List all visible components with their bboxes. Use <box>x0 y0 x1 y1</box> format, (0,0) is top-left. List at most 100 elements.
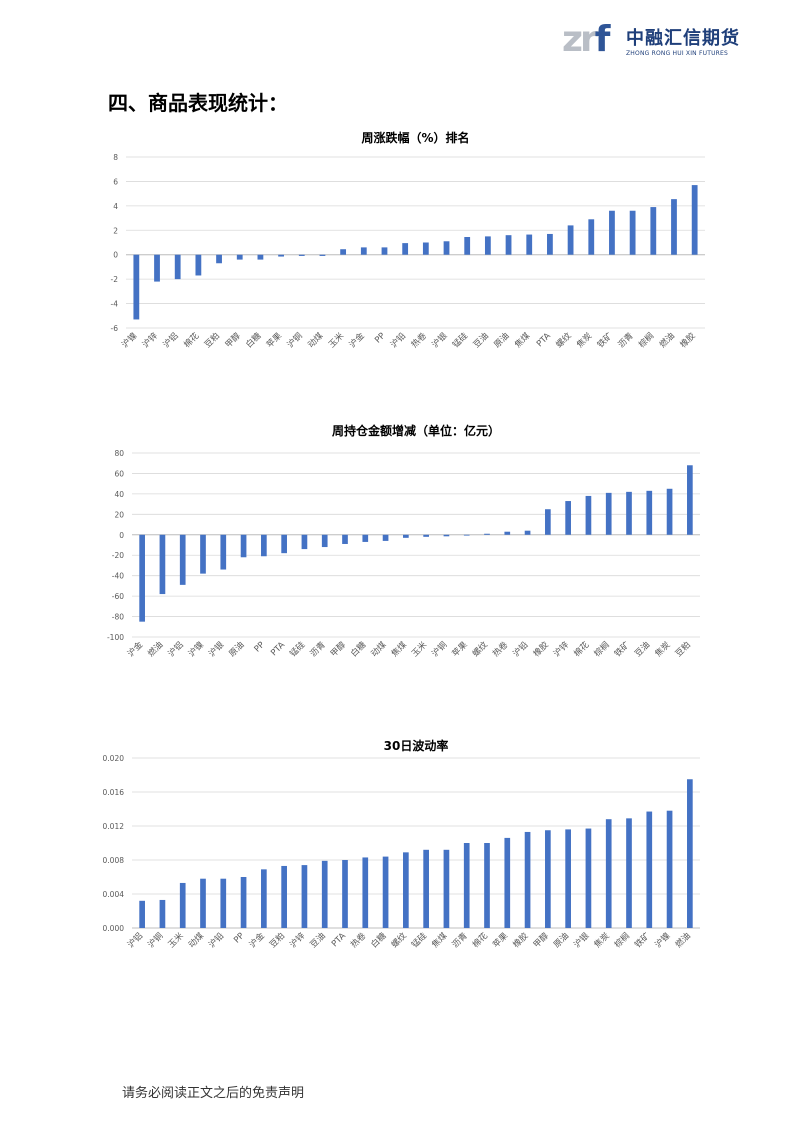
bar <box>504 531 511 535</box>
x-tick-label: 沪金 <box>125 639 145 659</box>
y-tick-label: 0.008 <box>103 856 125 865</box>
bar <box>646 811 653 928</box>
y-tick-label: 0.000 <box>103 924 125 933</box>
bar <box>360 247 367 255</box>
x-tick-label: 焦煤 <box>512 330 532 350</box>
x-tick-label: 沪金 <box>247 930 267 950</box>
x-tick-label: 苹果 <box>264 330 284 350</box>
logo-mark: zrf <box>562 19 610 60</box>
bar <box>524 831 531 928</box>
y-tick-label: 0 <box>119 531 124 540</box>
y-tick-label: 60 <box>114 469 124 478</box>
y-tick-label: 8 <box>113 153 118 162</box>
y-tick-label: -2 <box>111 275 119 284</box>
x-tick-label: 沪锌 <box>140 330 160 350</box>
bar <box>463 843 470 928</box>
x-tick-label: 橡胶 <box>531 639 551 659</box>
bar <box>484 236 491 255</box>
bar <box>240 877 247 928</box>
x-tick-label: PTA <box>269 640 287 658</box>
x-tick-label: 沪铝 <box>166 639 186 659</box>
bar <box>195 254 202 276</box>
x-tick-label: 棕榈 <box>592 639 612 659</box>
bar <box>261 534 267 557</box>
bar <box>505 235 512 255</box>
x-tick-label: 橡胶 <box>511 930 531 950</box>
x-tick-label: 苹果 <box>490 930 510 950</box>
bar <box>666 488 673 535</box>
bar <box>236 254 243 260</box>
bar <box>240 534 247 558</box>
x-tick-label: PTA <box>330 931 348 949</box>
x-tick-label: 铁矿 <box>632 930 652 950</box>
bar <box>382 856 389 928</box>
bar <box>154 254 160 282</box>
x-tick-label: 原油 <box>227 639 247 659</box>
x-tick-label: PP <box>253 640 267 654</box>
x-tick-label: 原油 <box>551 930 571 950</box>
x-tick-label: 白糖 <box>369 930 389 950</box>
logo-company-name: 中融汇信期货 <box>626 28 740 49</box>
x-tick-label: 螺纹 <box>389 930 409 950</box>
x-tick-label: 沪镍 <box>186 639 206 659</box>
company-logo: zrf 中融汇信期货 ZHONG RONG HUI XIN FUTURES <box>562 18 752 64</box>
chart-title: 周涨跌幅（%）排名 <box>361 130 469 145</box>
x-tick-label: 沪锌 <box>551 639 571 659</box>
x-tick-label: 白糖 <box>348 639 368 659</box>
x-tick-label: 玉米 <box>409 639 429 659</box>
x-tick-label: 沪铜 <box>430 639 450 659</box>
x-tick-label: 白糖 <box>244 330 264 350</box>
bar <box>342 534 348 544</box>
x-tick-label: PP <box>373 331 387 345</box>
bar <box>423 534 429 537</box>
bar <box>443 849 450 928</box>
bar <box>524 530 531 535</box>
bar <box>200 878 206 928</box>
x-tick-label: 动煤 <box>186 930 206 950</box>
x-tick-label: 锰硅 <box>409 930 429 950</box>
y-tick-label: 4 <box>113 202 118 211</box>
bar <box>422 242 429 255</box>
bar <box>443 241 450 255</box>
x-tick-label: 沪锌 <box>288 930 308 950</box>
x-tick-label: 焦炭 <box>592 930 612 950</box>
chart-title: 30日波动率 <box>384 738 449 753</box>
y-tick-label: 80 <box>114 449 124 458</box>
bar <box>220 878 227 928</box>
x-tick-label: 焦煤 <box>389 639 409 659</box>
bar <box>585 828 592 928</box>
bar <box>565 501 571 535</box>
x-tick-label: 螺纹 <box>470 639 490 659</box>
x-tick-label: 豆油 <box>632 639 652 659</box>
bar <box>281 534 287 554</box>
x-tick-label: 热卷 <box>490 639 510 659</box>
x-tick-label: 锰硅 <box>450 330 470 350</box>
x-tick-label: 沪铅 <box>511 639 531 659</box>
bar <box>200 534 206 574</box>
x-tick-label: 豆粕 <box>673 639 693 659</box>
bar <box>567 225 574 255</box>
x-tick-label: 焦炭 <box>653 639 673 659</box>
bar <box>609 210 615 255</box>
bar <box>301 534 308 550</box>
y-tick-label: 2 <box>113 226 118 235</box>
bar <box>139 900 145 928</box>
chart-volatility: 30日波动率 0.000 0.004 0.008 0.012 0.016 0.020 沪铝 沪铜… <box>0 730 794 980</box>
y-tick-label: -60 <box>112 592 124 601</box>
bar <box>261 869 267 928</box>
bar <box>278 254 284 257</box>
logo-company-name-en: ZHONG RONG HUI XIN FUTURES <box>626 50 729 57</box>
bar <box>179 534 186 585</box>
x-tick-label: 沪铜 <box>146 930 166 950</box>
y-tick-label: -80 <box>112 613 124 622</box>
bar <box>403 852 409 928</box>
bar <box>362 857 369 928</box>
y-tick-label: -40 <box>112 572 124 581</box>
x-tick-label: 橡胶 <box>678 330 698 350</box>
x-tick-label: 热卷 <box>348 930 368 950</box>
chart-volatility-svg: 30日波动率 0.000 0.004 0.008 0.012 0.016 0.020 沪铝 沪铜… <box>103 738 700 950</box>
bar <box>504 837 511 928</box>
bar <box>605 819 612 928</box>
x-tick-label: 棕榈 <box>612 930 632 950</box>
x-tick-label: 玉米 <box>166 930 186 950</box>
